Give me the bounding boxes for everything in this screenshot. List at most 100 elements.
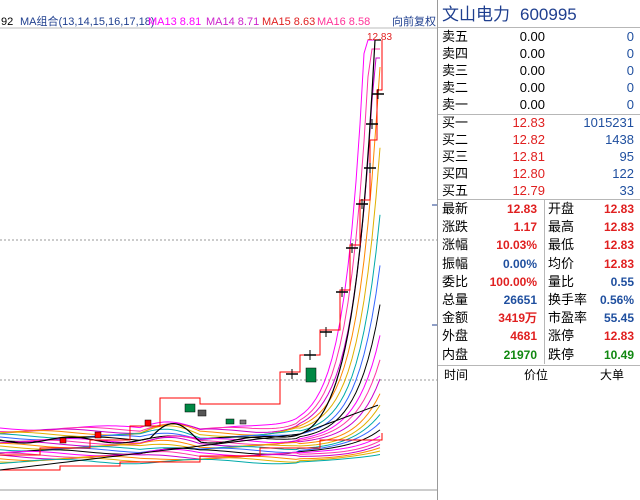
candle-body	[197, 409, 207, 417]
ma14-value: MA14 8.71	[206, 16, 260, 28]
stat-value: 12.83	[506, 202, 537, 216]
book-price: 12.80	[512, 166, 545, 181]
stat-row: 内盘 21970 跌停 10.49	[438, 346, 640, 364]
left-axis-fragment: 92	[1, 16, 14, 28]
stat-label: 总量	[442, 292, 469, 307]
stat-label: 涨幅	[442, 237, 469, 253]
book-label: 卖二	[442, 80, 469, 95]
book-label: 买四	[442, 166, 469, 181]
book-label: 卖三	[442, 63, 469, 78]
stat-value: 12.83	[603, 202, 634, 216]
quote-panel: 文山电力 600995 卖五 0.00 0 卖四 0.00 0 卖三 0.00 0…	[438, 0, 640, 500]
book-label: 买五	[442, 183, 469, 198]
trades-volume-header[interactable]: 大单	[600, 368, 625, 382]
candle-body	[59, 437, 67, 444]
buy-level-3[interactable]: 买三 12.81 95	[438, 148, 640, 165]
trades-time-header[interactable]: 时间	[444, 368, 469, 382]
sell-level-5[interactable]: 卖五 0.00 0	[438, 28, 640, 45]
candle-body	[225, 418, 235, 425]
book-label: 买三	[442, 149, 469, 164]
book-label: 卖一	[442, 97, 469, 112]
stat-label: 涨跌	[442, 219, 469, 235]
buy-level-5[interactable]: 买五 12.79 33	[438, 182, 640, 199]
trades-header: 时间 价位 大单	[438, 366, 640, 384]
top-price-label: 12.83	[367, 32, 392, 43]
buy-level-4[interactable]: 买四 12.80 122	[438, 165, 640, 182]
ma13-value: MA13 8.81	[148, 16, 202, 28]
stat-row: 最新 12.83 开盘 12.83	[438, 200, 640, 218]
kline-chart[interactable]: 12.83	[0, 0, 437, 500]
buy-level-2[interactable]: 买二 12.82 1438	[438, 131, 640, 148]
stat-value: 1.17	[513, 220, 537, 235]
lower-band-line	[0, 404, 379, 471]
candle-body	[94, 431, 102, 439]
stat-value: 3419万	[498, 311, 537, 326]
book-price: 12.81	[512, 149, 545, 164]
sell-level-1[interactable]: 卖一 0.00 0	[438, 96, 640, 113]
price-line	[0, 39, 381, 444]
ma-line	[0, 265, 381, 441]
stat-label: 金额	[442, 310, 469, 326]
buy-level-1[interactable]: 买一 12.83 1015231	[438, 114, 640, 131]
stat-value: 0.00%	[502, 256, 537, 271]
book-label: 买二	[442, 132, 469, 147]
ma-line	[0, 66, 381, 436]
candle-body	[305, 367, 317, 383]
book-price: 12.82	[512, 132, 545, 147]
book-volume: 0	[626, 46, 634, 61]
stat-value: 10.03%	[496, 238, 537, 253]
ma16-value: MA16 8.58	[317, 16, 371, 28]
stat-value: 12.83	[603, 238, 634, 253]
ma-group-label[interactable]: MA组合(13,14,15,16,17,18)	[20, 16, 155, 28]
stat-label: 委比	[442, 273, 469, 289]
stat-value: 12.83	[603, 256, 634, 271]
stat-row: 涨幅 10.03% 最低 12.83	[438, 236, 640, 254]
stat-row: 外盘 4681 涨停 12.83	[438, 327, 640, 345]
divider	[438, 199, 640, 200]
candle-body	[144, 419, 152, 427]
book-label: 买一	[442, 115, 469, 130]
stat-label: 均价	[548, 255, 575, 271]
stat-value: 12.83	[603, 220, 634, 235]
stat-value: 0.55	[610, 274, 634, 289]
book-volume: 0	[626, 80, 634, 95]
book-label: 卖五	[442, 29, 469, 44]
ma-line	[0, 57, 380, 434]
stat-label: 跌停	[548, 346, 575, 362]
panel-divider	[437, 0, 438, 500]
sell-level-2[interactable]: 卖二 0.00 0	[438, 79, 640, 96]
book-price: 12.79	[512, 183, 545, 198]
ma-indicator-header: 92 MA组合(13,14,15,16,17,18) MA13 8.81 MA1…	[0, 0, 437, 28]
stat-value: 0.56%	[599, 293, 634, 307]
book-price: 12.83	[512, 115, 545, 130]
book-price: 0.00	[519, 80, 545, 95]
trades-price-header[interactable]: 价位	[524, 368, 549, 382]
book-volume: 1438	[605, 132, 634, 147]
book-price: 0.00	[519, 29, 545, 44]
book-price: 0.00	[519, 46, 545, 61]
book-volume: 122	[612, 166, 634, 181]
sell-level-4[interactable]: 卖四 0.00 0	[438, 45, 640, 62]
stat-row: 总量 26651 换手率 0.56%	[438, 291, 640, 309]
stat-row: 委比 100.00% 量比 0.55	[438, 273, 640, 291]
ma-line	[0, 147, 381, 438]
adjust-mode-button[interactable]: 向前复权	[392, 16, 436, 28]
kline-chart-panel[interactable]: 12.83 92 MA组合(13,14,15,16,17,18) MA13 8.…	[0, 0, 437, 500]
stat-value: 10.49	[603, 347, 634, 362]
book-label: 卖四	[442, 46, 469, 61]
stat-value: 55.45	[603, 311, 634, 326]
stat-label: 涨停	[548, 328, 575, 344]
book-volume: 1015231	[583, 115, 634, 130]
stat-value: 12.83	[603, 329, 634, 344]
stat-value: 21970	[503, 347, 537, 362]
sell-level-3[interactable]: 卖三 0.00 0	[438, 62, 640, 79]
ma-line	[0, 378, 381, 447]
ma15-value: MA15 8.63	[262, 16, 316, 28]
stat-row: 振幅 0.00% 均价 12.83	[438, 255, 640, 273]
ma-line	[0, 435, 381, 457]
stat-value: 26651	[503, 293, 537, 307]
ma-line	[0, 454, 381, 465]
stats-column-divider	[544, 199, 545, 364]
book-volume: 0	[626, 63, 634, 78]
stat-row: 涨跌 1.17 最高 12.83	[438, 218, 640, 236]
